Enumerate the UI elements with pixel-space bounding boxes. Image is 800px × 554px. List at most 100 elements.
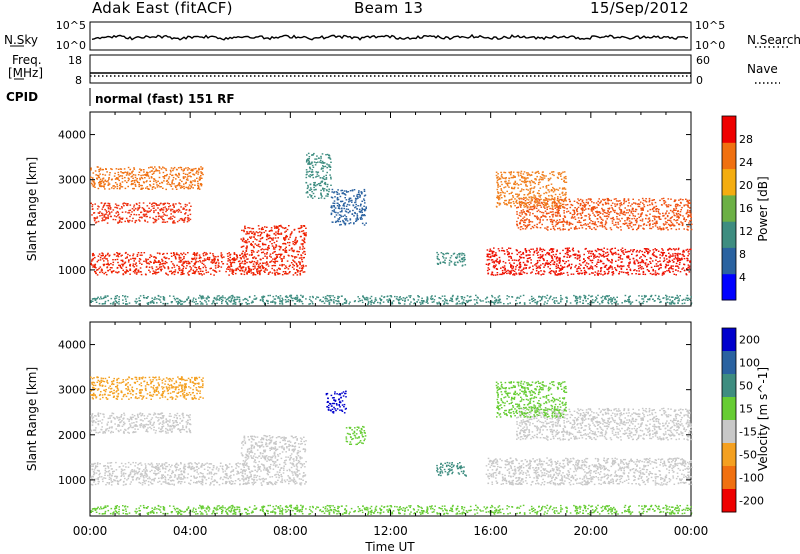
power-cell	[133, 206, 135, 208]
power-cell	[568, 256, 571, 258]
power-cell	[247, 238, 249, 241]
power-cell	[337, 207, 340, 209]
power-cell	[638, 199, 640, 201]
power-cell	[303, 256, 305, 259]
power-cell	[518, 251, 520, 254]
power-cell	[151, 177, 153, 179]
power-cell	[520, 253, 523, 256]
power-cell	[158, 266, 161, 268]
power-cell	[243, 253, 246, 256]
power-cell	[252, 231, 255, 233]
power-cell	[250, 254, 253, 256]
power-cell	[526, 177, 528, 179]
power-cell	[97, 220, 100, 223]
power-cell	[202, 263, 205, 266]
power-cell	[542, 257, 544, 260]
power-cell	[116, 183, 118, 186]
power-cell	[184, 253, 187, 256]
power-cell	[464, 264, 467, 266]
power-cell	[296, 270, 299, 272]
power-cell	[535, 198, 538, 200]
power-cell	[543, 259, 545, 262]
power-cell	[200, 175, 202, 177]
power-cell	[659, 257, 661, 259]
power-cell	[660, 229, 662, 231]
power-cell	[604, 265, 607, 267]
power-cell	[173, 253, 176, 256]
power-cell	[618, 266, 621, 268]
power-cell	[566, 203, 569, 206]
power-cell	[103, 186, 105, 188]
power-cell	[330, 176, 332, 178]
power-cell	[559, 229, 562, 231]
power-cell	[143, 209, 145, 211]
power-cell	[670, 198, 672, 200]
power-cell	[503, 265, 506, 267]
power-cell	[122, 263, 125, 266]
power-cell	[314, 184, 316, 186]
power-cell	[148, 177, 151, 179]
power-cell	[568, 221, 571, 224]
power-cell	[602, 198, 604, 201]
power-cell	[436, 255, 439, 258]
power-cell	[129, 215, 131, 218]
power-cell	[670, 267, 673, 270]
power-cell	[646, 214, 648, 217]
power-cell	[605, 228, 608, 230]
power-cell	[539, 249, 541, 251]
power-cell	[151, 173, 154, 175]
power-cell	[621, 250, 623, 253]
power-cell	[194, 184, 196, 186]
power-cell	[522, 196, 525, 199]
power-cell	[565, 204, 567, 206]
power-cell	[493, 267, 496, 269]
power-cell	[131, 180, 134, 182]
power-cell	[134, 270, 137, 272]
power-cell	[186, 265, 188, 267]
power-cell	[493, 260, 495, 263]
power-cell	[641, 218, 644, 220]
power-cell	[173, 166, 176, 169]
power-cell	[624, 300, 626, 303]
power-cell	[149, 301, 152, 303]
power-cell	[146, 221, 149, 223]
power-cell	[103, 260, 105, 262]
power-cell	[125, 300, 127, 302]
power-cell	[314, 195, 316, 198]
power-cell	[208, 256, 211, 259]
power-cell	[672, 253, 674, 255]
power-cell	[329, 157, 331, 159]
power-cell	[668, 302, 671, 304]
power-cell	[503, 186, 505, 189]
power-cell	[523, 221, 525, 223]
power-cell	[97, 187, 100, 190]
power-cell	[281, 263, 283, 266]
power-cell	[177, 272, 179, 274]
power-cell	[297, 271, 299, 273]
power-cell	[519, 228, 522, 231]
power-cell	[551, 197, 553, 199]
power-cell	[593, 223, 596, 226]
power-cell	[105, 213, 108, 215]
power-cell	[536, 175, 538, 178]
power-cell	[542, 254, 544, 256]
power-cell	[234, 259, 237, 261]
power-cell	[333, 206, 336, 208]
power-cell	[178, 256, 181, 258]
power-cell	[261, 248, 264, 250]
power-cell	[680, 221, 682, 223]
power-cell	[582, 202, 585, 204]
power-cell	[517, 187, 519, 189]
power-cell	[679, 198, 682, 201]
power-cell	[138, 216, 141, 219]
power-cell	[520, 210, 523, 212]
power-cell	[562, 267, 564, 269]
power-cell	[109, 208, 112, 210]
power-cell	[361, 301, 364, 304]
power-cell	[672, 248, 675, 250]
power-cell	[610, 204, 613, 207]
power-cell	[557, 211, 559, 213]
power-cell	[148, 210, 151, 213]
power-cell	[673, 273, 676, 275]
freq-label-1: Freq.	[12, 53, 42, 67]
